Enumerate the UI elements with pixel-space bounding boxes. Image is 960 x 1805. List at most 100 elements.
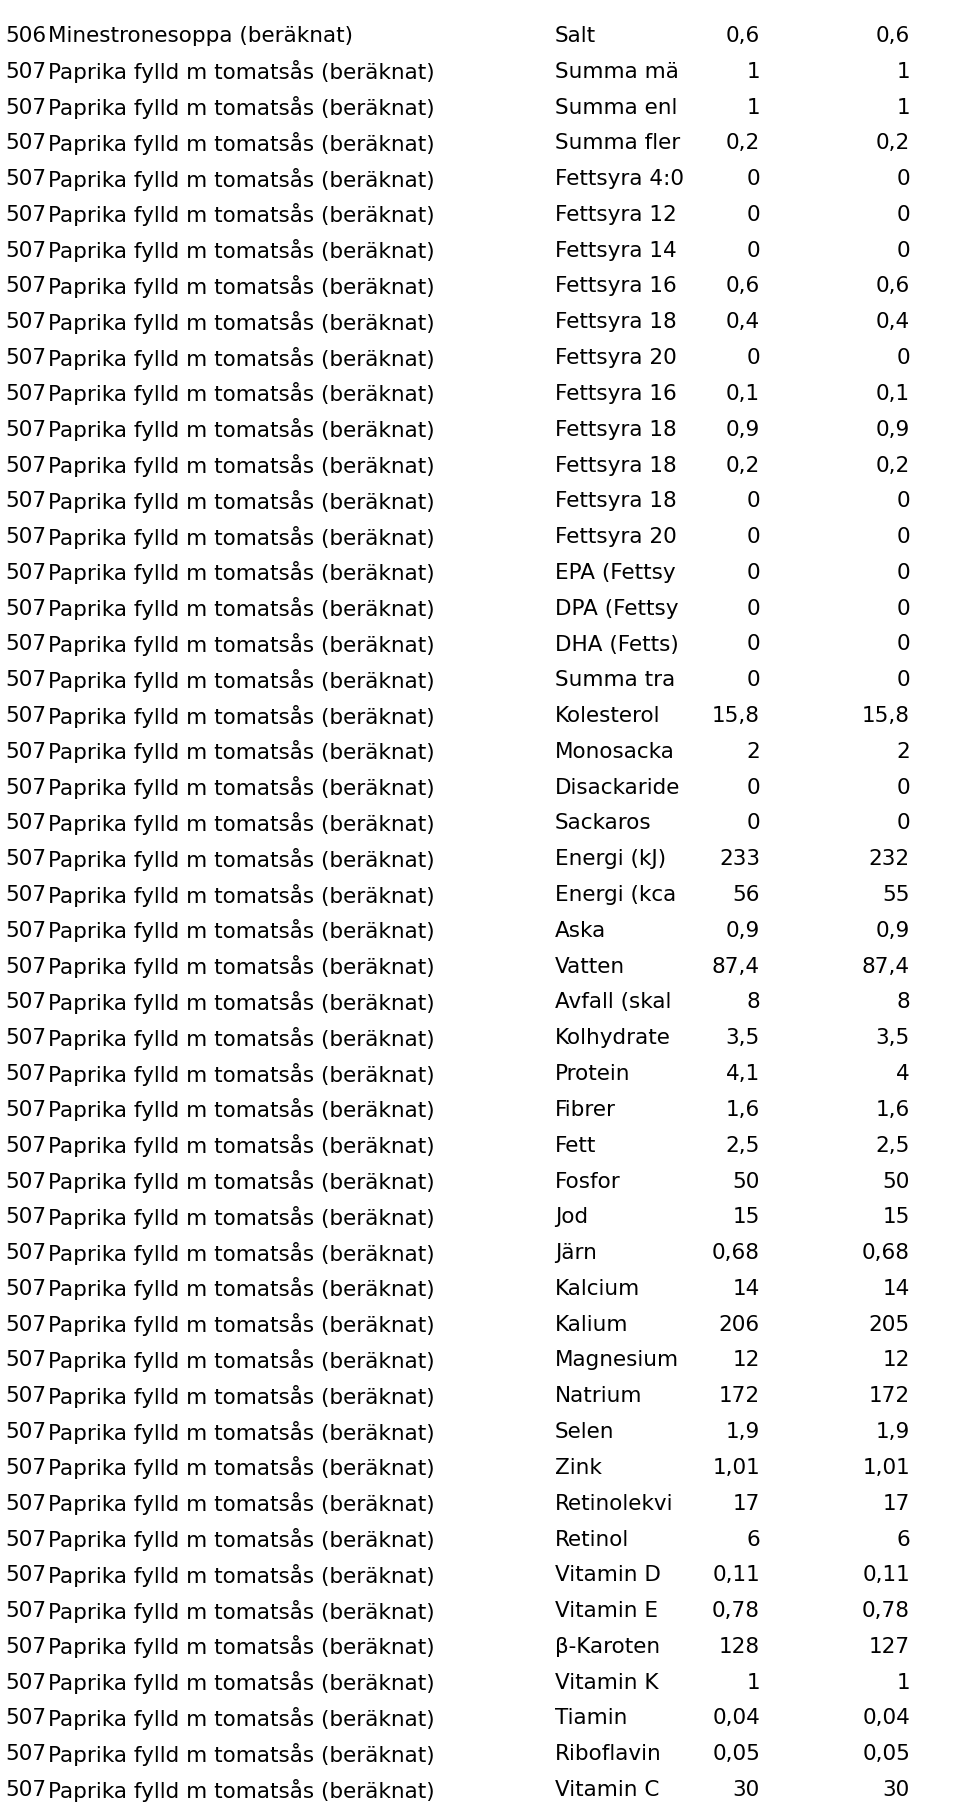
Text: 0: 0 xyxy=(897,170,910,190)
Text: Natrium: Natrium xyxy=(555,1386,642,1406)
Text: Paprika fylld m tomatsås (beräknat): Paprika fylld m tomatsås (beräknat) xyxy=(48,132,435,155)
Text: Fibrer: Fibrer xyxy=(555,1099,616,1119)
Text: Monosacka: Monosacka xyxy=(555,742,675,762)
Text: 507: 507 xyxy=(5,1780,46,1800)
Text: 205: 205 xyxy=(869,1314,910,1334)
Text: 14: 14 xyxy=(882,1280,910,1300)
Text: Paprika fylld m tomatsås (beräknat): Paprika fylld m tomatsås (beräknat) xyxy=(48,1242,435,1265)
Text: Vitamin D: Vitamin D xyxy=(555,1565,660,1585)
Text: 0,05: 0,05 xyxy=(712,1744,760,1763)
Text: 30: 30 xyxy=(732,1780,760,1800)
Text: 0: 0 xyxy=(746,527,760,547)
Text: Paprika fylld m tomatsås (beräknat): Paprika fylld m tomatsås (beräknat) xyxy=(48,310,435,334)
Text: Paprika fylld m tomatsås (beräknat): Paprika fylld m tomatsås (beräknat) xyxy=(48,1099,435,1121)
Text: 1: 1 xyxy=(897,1673,910,1693)
Text: 233: 233 xyxy=(719,850,760,870)
Text: 3,5: 3,5 xyxy=(726,1029,760,1049)
Text: 0,04: 0,04 xyxy=(862,1709,910,1729)
Text: Fettsyra 16: Fettsyra 16 xyxy=(555,276,677,296)
Text: 15: 15 xyxy=(732,1208,760,1227)
Text: Paprika fylld m tomatsås (beräknat): Paprika fylld m tomatsås (beräknat) xyxy=(48,776,435,800)
Text: Kalcium: Kalcium xyxy=(555,1280,640,1300)
Text: Paprika fylld m tomatsås (beräknat): Paprika fylld m tomatsås (beräknat) xyxy=(48,383,435,406)
Text: 0,2: 0,2 xyxy=(726,134,760,153)
Text: 0: 0 xyxy=(897,778,910,798)
Text: 507: 507 xyxy=(5,1709,46,1729)
Text: 0: 0 xyxy=(746,563,760,583)
Text: 0: 0 xyxy=(746,348,760,368)
Text: Vitamin C: Vitamin C xyxy=(555,1780,660,1800)
Text: 507: 507 xyxy=(5,348,46,368)
Text: 14: 14 xyxy=(732,1280,760,1300)
Text: 0,9: 0,9 xyxy=(876,421,910,440)
Text: Paprika fylld m tomatsås (beräknat): Paprika fylld m tomatsås (beräknat) xyxy=(48,1278,435,1300)
Text: 0,4: 0,4 xyxy=(726,312,760,332)
Text: 55: 55 xyxy=(882,884,910,904)
Text: Paprika fylld m tomatsås (beräknat): Paprika fylld m tomatsås (beräknat) xyxy=(48,919,435,942)
Text: Kolesterol: Kolesterol xyxy=(555,706,660,726)
Text: Paprika fylld m tomatsås (beräknat): Paprika fylld m tomatsås (beräknat) xyxy=(48,1170,435,1193)
Text: 0: 0 xyxy=(897,527,910,547)
Text: Paprika fylld m tomatsås (beräknat): Paprika fylld m tomatsås (beräknat) xyxy=(48,561,435,585)
Text: 507: 507 xyxy=(5,240,46,260)
Text: 0: 0 xyxy=(746,778,760,798)
Text: 507: 507 xyxy=(5,1565,46,1585)
Text: 507: 507 xyxy=(5,993,46,1013)
Text: 0,78: 0,78 xyxy=(712,1601,760,1621)
Text: 507: 507 xyxy=(5,1386,46,1406)
Text: 507: 507 xyxy=(5,421,46,440)
Text: Avfall (skal: Avfall (skal xyxy=(555,993,671,1013)
Text: Summa enl: Summa enl xyxy=(555,97,678,117)
Text: Selen: Selen xyxy=(555,1422,614,1442)
Text: Paprika fylld m tomatsås (beräknat): Paprika fylld m tomatsås (beräknat) xyxy=(48,884,435,906)
Text: 87,4: 87,4 xyxy=(712,957,760,977)
Text: 12: 12 xyxy=(732,1350,760,1370)
Text: Paprika fylld m tomatsås (beräknat): Paprika fylld m tomatsås (beräknat) xyxy=(48,1384,435,1408)
Text: 0,68: 0,68 xyxy=(712,1244,760,1264)
Text: 0: 0 xyxy=(746,670,760,690)
Text: 0,1: 0,1 xyxy=(726,384,760,404)
Text: Paprika fylld m tomatsås (beräknat): Paprika fylld m tomatsås (beräknat) xyxy=(48,1027,435,1051)
Text: Paprika fylld m tomatsås (beräknat): Paprika fylld m tomatsås (beräknat) xyxy=(48,597,435,621)
Text: Zink: Zink xyxy=(555,1458,602,1478)
Text: 507: 507 xyxy=(5,491,46,511)
Text: 2,5: 2,5 xyxy=(726,1135,760,1155)
Text: 507: 507 xyxy=(5,814,46,834)
Text: Paprika fylld m tomatsås (beräknat): Paprika fylld m tomatsås (beräknat) xyxy=(48,419,435,440)
Text: Fettsyra 18: Fettsyra 18 xyxy=(555,312,677,332)
Text: 507: 507 xyxy=(5,97,46,117)
Text: Paprika fylld m tomatsås (beräknat): Paprika fylld m tomatsås (beräknat) xyxy=(48,274,435,298)
Text: Summa tra: Summa tra xyxy=(555,670,675,690)
Text: Salt: Salt xyxy=(555,25,596,45)
Text: DHA (Fetts): DHA (Fetts) xyxy=(555,635,679,655)
Text: 507: 507 xyxy=(5,1495,46,1514)
Text: Paprika fylld m tomatsås (beräknat): Paprika fylld m tomatsås (beräknat) xyxy=(48,1314,435,1336)
Text: 507: 507 xyxy=(5,921,46,940)
Text: 0: 0 xyxy=(746,206,760,226)
Text: Fosfor: Fosfor xyxy=(555,1171,621,1191)
Text: 0: 0 xyxy=(897,491,910,511)
Text: Aska: Aska xyxy=(555,921,607,940)
Text: Fettsyra 14: Fettsyra 14 xyxy=(555,240,677,260)
Text: 507: 507 xyxy=(5,670,46,690)
Text: 507: 507 xyxy=(5,276,46,296)
Text: 87,4: 87,4 xyxy=(862,957,910,977)
Text: 0: 0 xyxy=(897,240,910,260)
Text: 507: 507 xyxy=(5,1065,46,1085)
Text: 507: 507 xyxy=(5,742,46,762)
Text: Retinol: Retinol xyxy=(555,1529,629,1549)
Text: 128: 128 xyxy=(719,1637,760,1657)
Text: 1,01: 1,01 xyxy=(712,1458,760,1478)
Text: Energi (kJ): Energi (kJ) xyxy=(555,850,666,870)
Text: 507: 507 xyxy=(5,1637,46,1657)
Text: Paprika fylld m tomatsås (beräknat): Paprika fylld m tomatsås (beräknat) xyxy=(48,1671,435,1695)
Text: 2: 2 xyxy=(746,742,760,762)
Text: Fett: Fett xyxy=(555,1135,596,1155)
Text: Jod: Jod xyxy=(555,1208,588,1227)
Text: Paprika fylld m tomatsås (beräknat): Paprika fylld m tomatsås (beräknat) xyxy=(48,1421,435,1444)
Text: 507: 507 xyxy=(5,312,46,332)
Text: 507: 507 xyxy=(5,527,46,547)
Text: 507: 507 xyxy=(5,1350,46,1370)
Text: 8: 8 xyxy=(746,993,760,1013)
Text: 1: 1 xyxy=(897,61,910,81)
